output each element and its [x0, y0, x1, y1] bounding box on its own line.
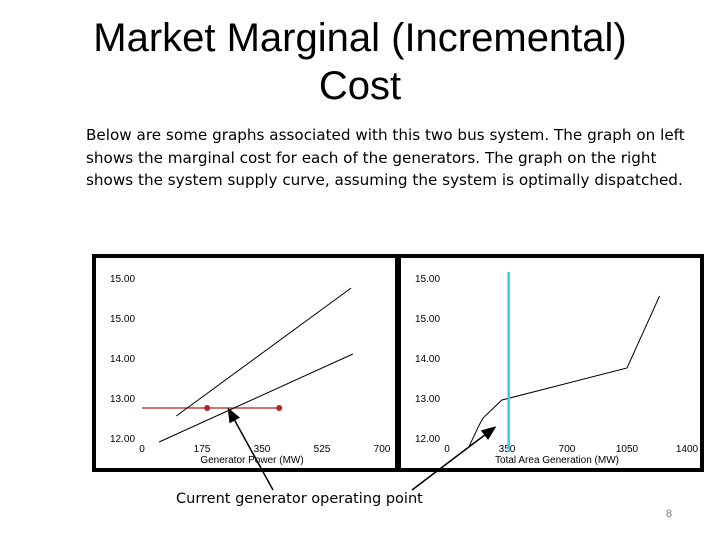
supply-curve-x-tick-label: 700 [559, 444, 576, 455]
operating-point-callout: Current generator operating point [176, 491, 423, 507]
marginal-cost-y-tick-label: 12.00 [110, 434, 135, 445]
marginal-cost-x-tick-label: 350 [254, 444, 271, 455]
marginal-cost-series-line-1 [158, 353, 354, 443]
supply-curve-x-tick-label: 350 [499, 444, 516, 455]
supply-curve-y-tick-label: 14.00 [415, 354, 440, 365]
supply-curve-y-tick-label: 15.00 [415, 314, 440, 325]
supply-curve-y-tick-label: 12.00 [415, 434, 440, 445]
marginal-cost-x-tick-label: 700 [374, 444, 391, 455]
marginal-cost-y-tick-label: 13.00 [110, 394, 135, 405]
marginal-cost-series-line-2 [175, 287, 352, 417]
supply-curve-x-tick-label: 1400 [676, 444, 699, 455]
slide-title-line-2: Cost [318, 64, 402, 108]
slide-number: 8 [666, 508, 673, 520]
supply-curve-chart-panel: 15.00 15.00 14.00 13.00 12.00 0 350 700 1050 1400… [401, 258, 700, 468]
supply-curve-x-tick-label: 1050 [616, 444, 639, 455]
marginal-cost-x-tick-label: 175 [194, 444, 211, 455]
marginal-cost-x-axis-label: Generator Power (MW) [200, 455, 303, 466]
callout-arrow-right [411, 426, 497, 491]
marginal-cost-x-tick-label: 525 [314, 444, 331, 455]
slide-body-text: Below are some graphs associated with th… [86, 126, 685, 189]
marginal-cost-y-tick-label: 14.00 [110, 354, 135, 365]
marginal-cost-y-tick-label: 15.00 [110, 314, 135, 325]
supply-curve-y-tick-label: 13.00 [415, 394, 440, 405]
supply-curve-y-tick-label: 15.00 [415, 274, 440, 285]
slide-title: Market Marginal (Incremental) Cost [60, 14, 660, 110]
marginal-cost-operating-point-1 [204, 405, 211, 411]
supply-curve-series-line-1 [468, 295, 661, 447]
supply-curve-x-axis-label: Total Area Generation (MW) [495, 455, 619, 466]
callout-arrow-left [227, 407, 274, 491]
slide-title-line-1: Market Marginal (Incremental) [93, 16, 627, 60]
marginal-cost-chart-panel: 15.00 15.00 14.00 13.00 12.00 0 175 350 525 700 Ge… [96, 258, 395, 468]
supply-curve-x-tick-label: 0 [444, 444, 450, 455]
marginal-cost-operating-point-2 [276, 405, 283, 411]
marginal-cost-y-tick-label: 15.00 [110, 274, 135, 285]
charts-figure: 15.00 15.00 14.00 13.00 12.00 0 175 350 525 700 Ge… [92, 254, 704, 472]
supply-curve-chart: 15.00 15.00 14.00 13.00 12.00 0 350 700 1050 1400… [415, 272, 699, 466]
marginal-cost-x-tick-label: 0 [139, 444, 145, 455]
marginal-cost-chart: 15.00 15.00 14.00 13.00 12.00 0 175 350 525 700 Ge… [110, 274, 391, 466]
